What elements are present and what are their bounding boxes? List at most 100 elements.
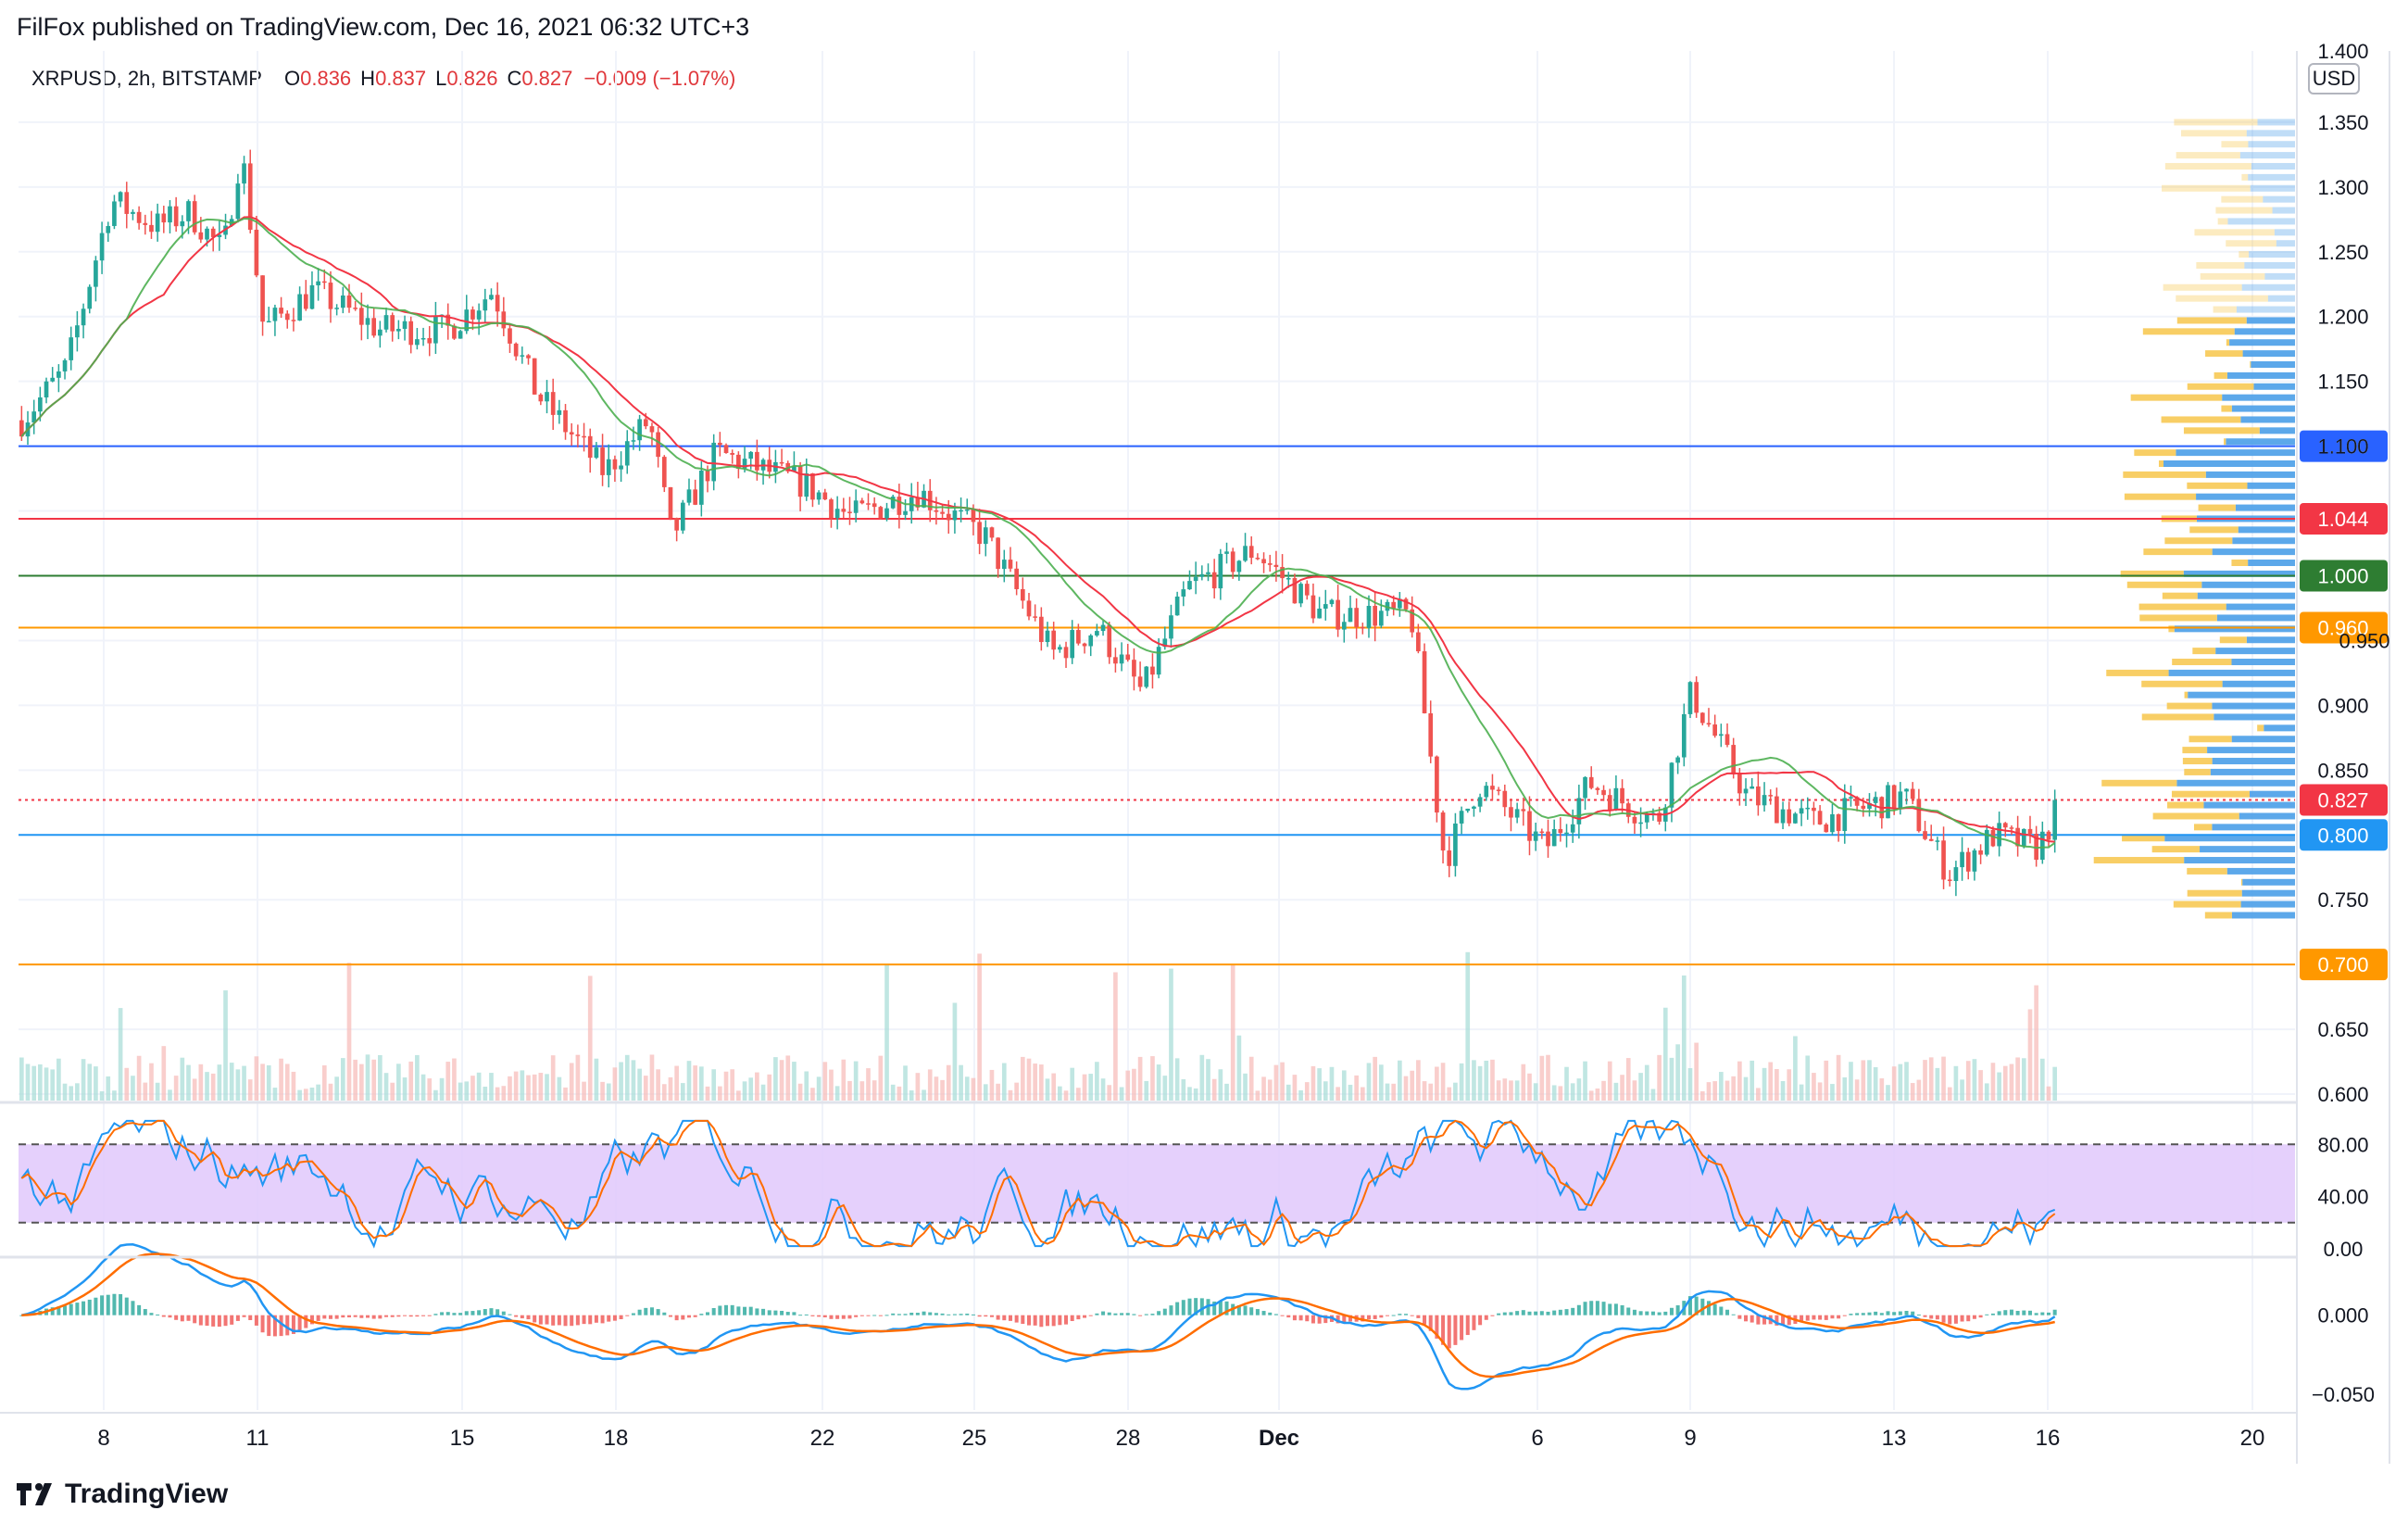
macd-histogram-bar xyxy=(810,1315,815,1316)
price-tick: 0.750 xyxy=(2317,888,2368,912)
volume-bar xyxy=(1805,1055,1811,1101)
macd-histogram-bar xyxy=(1595,1301,1599,1315)
candle-body xyxy=(1706,723,1712,725)
volume-bar xyxy=(773,1057,778,1101)
volume-bar xyxy=(1428,1083,1434,1101)
profile-bar xyxy=(2164,537,2233,545)
profile-bar xyxy=(2231,405,2295,412)
volume-bar xyxy=(989,1069,995,1101)
candle-body xyxy=(1255,558,1260,560)
volume-bar xyxy=(1174,1058,1180,1101)
candle-body xyxy=(699,471,704,505)
candle-body xyxy=(1317,608,1322,619)
candle-body xyxy=(1972,850,1977,872)
volume-bar xyxy=(1775,1069,1779,1101)
level-label: 0.800 xyxy=(2317,824,2368,847)
legend-symbol[interactable]: XRPUSD, 2h, BITSTAMP xyxy=(31,67,262,90)
macd-histogram-bar xyxy=(1101,1311,1106,1315)
macd-histogram-bar xyxy=(1051,1315,1056,1327)
macd-histogram-bar xyxy=(149,1313,154,1315)
volume-bar xyxy=(1724,1080,1730,1101)
macd-histogram-bar xyxy=(230,1315,234,1325)
volume-bar xyxy=(1280,1062,1285,1101)
macd-histogram-bar xyxy=(773,1310,778,1315)
candle-body xyxy=(1422,651,1427,713)
macd-histogram-bar xyxy=(1583,1302,1587,1315)
level-label: 0.827 xyxy=(2317,788,2368,812)
candle-body xyxy=(1360,626,1365,629)
candle-body xyxy=(1181,589,1186,597)
candle-body xyxy=(1230,551,1235,573)
candle-body xyxy=(797,466,803,497)
candle-body xyxy=(309,284,315,309)
candle-body xyxy=(631,440,636,442)
stochastic-band-fill xyxy=(19,1143,2295,1224)
currency-badge[interactable]: USD xyxy=(2308,63,2360,94)
profile-bar xyxy=(2247,482,2295,489)
volume-bar xyxy=(390,1082,395,1101)
profile-bar xyxy=(2242,878,2295,886)
macd-histogram-bar xyxy=(1162,1308,1167,1315)
profile-bar xyxy=(2226,438,2295,446)
volume-bar xyxy=(1169,968,1173,1101)
candle-body xyxy=(1780,809,1786,824)
candle-body xyxy=(1472,806,1476,809)
macd-histogram-bar xyxy=(1521,1310,1525,1315)
volume-bar xyxy=(136,1055,142,1101)
macd-histogram-bar xyxy=(69,1303,73,1315)
volume-bar xyxy=(563,1087,568,1101)
volume-bar xyxy=(878,1055,884,1101)
volume-bar xyxy=(56,1058,61,1101)
profile-bar xyxy=(2203,801,2295,809)
profile-bar xyxy=(2251,162,2295,170)
volume-bar xyxy=(1070,1067,1075,1101)
macd-histogram-bar xyxy=(309,1315,314,1325)
candle-body xyxy=(1891,785,1897,809)
profile-bar xyxy=(2130,394,2223,401)
candle-body xyxy=(526,355,531,359)
macd-histogram-bar xyxy=(1849,1314,1853,1315)
macd-histogram-bar xyxy=(1076,1315,1081,1320)
macd-histogram-bar xyxy=(334,1315,339,1319)
volume-bar xyxy=(112,1090,117,1101)
volume-bar xyxy=(1669,1057,1674,1101)
macd-histogram-bar xyxy=(711,1308,716,1315)
volume-bar xyxy=(1248,1056,1254,1101)
candle-body xyxy=(736,454,741,469)
candle-body xyxy=(1632,816,1637,824)
level-label-bg xyxy=(2300,611,2388,644)
profile-bar xyxy=(2231,912,2295,919)
candle-body xyxy=(1953,867,1959,882)
candle-body xyxy=(1076,630,1081,644)
candle-body xyxy=(340,295,345,308)
volume-bar xyxy=(1410,1070,1415,1101)
tradingview-logo[interactable]: TradingView xyxy=(17,1479,228,1510)
candle-body xyxy=(649,426,655,433)
macd-histogram-bar xyxy=(137,1304,142,1315)
macd-histogram-bar xyxy=(674,1315,679,1321)
volume-bar xyxy=(1514,1080,1520,1101)
macd-histogram-bar xyxy=(2027,1310,2032,1315)
profile-bar xyxy=(2139,614,2217,622)
volume-bar xyxy=(1787,1069,1792,1101)
profile-bar xyxy=(2274,229,2295,236)
volume-bar xyxy=(198,1064,204,1101)
profile-bar xyxy=(2240,878,2243,886)
volume-bar xyxy=(173,1076,179,1101)
volume-bar xyxy=(1224,1083,1229,1101)
volume-bar xyxy=(1886,1085,1890,1101)
macd-histogram-bar xyxy=(1663,1311,1668,1315)
profile-bar xyxy=(2168,669,2295,676)
macd-histogram-bar xyxy=(403,1315,408,1316)
candle-body xyxy=(1657,812,1662,822)
volume-bar xyxy=(1588,1090,1594,1101)
macd-histogram-bar xyxy=(526,1315,531,1320)
volume-bar xyxy=(1063,1090,1069,1101)
price-tick: 0.950 xyxy=(2339,629,2389,652)
candle-body xyxy=(50,377,56,382)
time-tick: 20 xyxy=(2240,1426,2265,1451)
candle-body xyxy=(705,471,710,482)
candle-body xyxy=(680,502,685,531)
profile-bar xyxy=(2221,195,2264,203)
